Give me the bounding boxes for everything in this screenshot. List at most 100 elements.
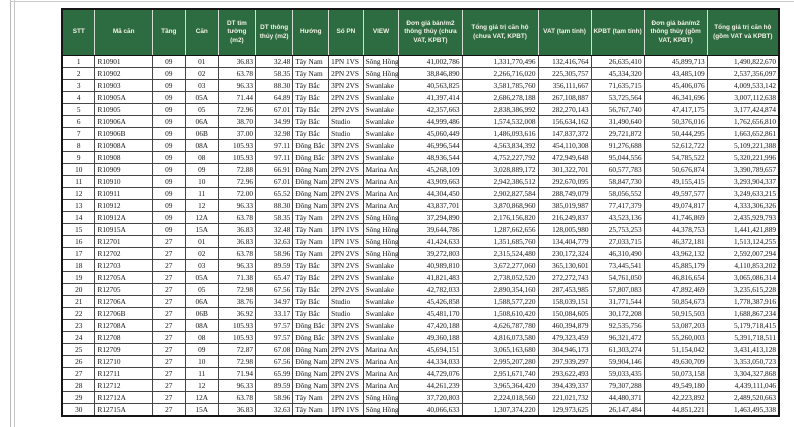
cell-huong: Tây Nam: [292, 211, 330, 224]
cell-dt-thong-thuy: 97.57: [255, 331, 294, 344]
cell-dt-tim-tuong: 63.78: [217, 247, 257, 260]
cell-kpbt-tam-tinh: 29,721,872: [590, 127, 645, 140]
table-row: 27 R12711 27 11 71.94 65.99 Đông Nam 2PN 2VS Mar…: [61, 367, 780, 380]
cell-tang: 27: [151, 331, 186, 344]
cell-huong: Đông Bắc: [292, 331, 330, 344]
cell-don-gia-chua-vat: 39,272,803: [398, 247, 463, 260]
cell-kpbt-tam-tinh: 56,767,740: [590, 103, 645, 116]
cell-dt-thong-thuy: 64.89: [255, 91, 294, 104]
cell-kpbt-tam-tinh: 27,033,715: [590, 235, 645, 248]
cell-vat-tam-tinh: 272,272,743: [537, 271, 592, 284]
cell-stt: 17: [61, 247, 96, 260]
cell-stt: 18: [61, 259, 96, 272]
cell-tang: 09: [151, 175, 186, 188]
cell-kpbt-tam-tinh: 79,307,288: [590, 379, 645, 392]
cell-so-pn: 3PN 2VS: [328, 379, 364, 392]
cell-tong-gia-tri-chua-vat: 2,951,671,740: [461, 367, 539, 380]
cell-tang: 27: [151, 247, 186, 260]
cell-dt-tim-tuong: 96.33: [217, 379, 257, 392]
cell-can: 03: [184, 259, 219, 272]
cell-don-gia-chua-vat: 49,360,188: [398, 331, 463, 344]
table-row: 26 R12710 27 10 72.98 67.56 Đông Nam 2PN 2VS Mar…: [61, 355, 780, 368]
cell-can: 05: [184, 103, 219, 116]
cell-dt-thong-thuy: 58.35: [255, 211, 294, 224]
cell-don-gia-chua-vat: 44,261,239: [398, 379, 463, 392]
cell-don-gia-gom-vat: 49,074,817: [643, 199, 708, 212]
cell-don-gia-gom-vat: 45,406,076: [643, 79, 708, 92]
cell-don-gia-chua-vat: 44,304,450: [398, 187, 463, 200]
cell-tang: 09: [151, 151, 186, 164]
header-row: STT Mã căn Tầng Căn DT tim tường (m2) DT thôn…: [62, 9, 779, 56]
cell-dt-thong-thuy: 65.52: [255, 187, 294, 200]
cell-huong: Tây Nam: [292, 67, 330, 80]
cell-tong-gia-tri-gom-vat: 3,304,327,868: [706, 367, 780, 380]
cell-dt-tim-tuong: 105.93: [217, 331, 257, 344]
cell-tong-gia-tri-gom-vat: 3,235,615,228: [706, 283, 780, 296]
cell-don-gia-gom-vat: 49,549,180: [643, 379, 708, 392]
cell-vat-tam-tinh: 297,939,297: [537, 355, 592, 368]
cell-kpbt-tam-tinh: 30,172,208: [590, 307, 645, 320]
cell-so-pn: 2PN 2VS: [328, 91, 364, 104]
table-row: 21 R12706A 27 06A 38.76 34.97 Tây Bắc Studio Swa…: [61, 295, 780, 308]
cell-don-gia-gom-vat: 47,892,469: [643, 283, 708, 296]
cell-dt-thong-thuy: 97.11: [255, 151, 294, 164]
cell-view: Marina Arc: [362, 367, 400, 380]
cell-huong: Đông Nam: [292, 187, 330, 200]
cell-kpbt-tam-tinh: 31,771,544: [590, 295, 645, 308]
cell-dt-thong-thuy: 88.30: [255, 79, 294, 92]
cell-can: 12A: [184, 391, 219, 404]
cell-ma-can: R12706A: [94, 295, 153, 308]
cell-view: Sông Hồng: [362, 55, 400, 68]
cell-tong-gia-tri-chua-vat: 4,563,834,392: [461, 139, 539, 152]
table-row: 8 R10908A 09 08A 105.93 97.11 Đông Bắc 3PN 2VS S…: [61, 139, 780, 152]
cell-tong-gia-tri-chua-vat: 3,965,364,420: [461, 379, 539, 392]
cell-can: 15A: [184, 403, 219, 417]
cell-ma-can: R10905: [94, 103, 153, 116]
cell-so-pn: 2PN 2VS: [328, 67, 364, 80]
cell-can: 09: [184, 343, 219, 356]
cell-stt: 2: [61, 67, 96, 80]
cell-view: Swanlake: [362, 319, 400, 332]
table-row: 11 R10910 09 10 72.96 67.01 Đông Nam 2PN 2VS Mar…: [61, 175, 780, 188]
table-body: 1 R10901 09 01 36.83 32.48 Tây Nam 1PN 1VS Sông …: [61, 55, 780, 417]
cell-ma-can: R10901: [94, 55, 153, 68]
cell-ma-can: R12712: [94, 379, 153, 392]
cell-so-pn: 2PN 2VS: [328, 247, 364, 260]
col-header-dt-tim-tuong: DT tim tường (m2): [217, 9, 257, 56]
cell-so-pn: 2PN 2VS: [328, 283, 364, 296]
cell-don-gia-chua-vat: 40,066,633: [398, 403, 463, 417]
cell-don-gia-chua-vat: 48,936,544: [398, 151, 463, 164]
cell-dt-thong-thuy: 32.98: [255, 127, 294, 140]
cell-kpbt-tam-tinh: 57,807,083: [590, 283, 645, 296]
cell-tang: 27: [151, 379, 186, 392]
cell-don-gia-gom-vat: 41,746,869: [643, 211, 708, 224]
cell-dt-thong-thuy: 88.30: [255, 199, 294, 212]
cell-tong-gia-tri-chua-vat: 3,581,785,760: [461, 79, 539, 92]
cell-so-pn: Studio: [328, 307, 364, 320]
cell-don-gia-gom-vat: 43,962,132: [643, 247, 708, 260]
cell-tong-gia-tri-chua-vat: 1,588,577,220: [461, 295, 539, 308]
cell-ma-can: R12708A: [94, 319, 153, 332]
cell-so-pn: 3PN 2VS: [328, 259, 364, 272]
cell-ma-can: R10906B: [94, 127, 153, 140]
cell-stt: 29: [61, 391, 96, 404]
cell-don-gia-gom-vat: 50,915,503: [643, 307, 708, 320]
cell-dt-thong-thuy: 32.48: [255, 55, 294, 68]
cell-huong: Đông Bắc: [292, 151, 330, 164]
cell-dt-thong-thuy: 58.35: [255, 67, 294, 80]
col-header-dt-thong-thuy: DT thông thủy (m2): [255, 9, 294, 56]
cell-kpbt-tam-tinh: 92,535,756: [590, 319, 645, 332]
cell-so-pn: 1PN 1VS: [328, 235, 364, 248]
cell-view: Marina Arc: [362, 187, 400, 200]
cell-stt: 22: [61, 307, 96, 320]
cell-dt-thong-thuy: 32.48: [255, 223, 294, 236]
cell-dt-tim-tuong: 71.94: [217, 367, 257, 380]
cell-tong-gia-tri-chua-vat: 2,890,354,160: [461, 283, 539, 296]
cell-can: 08: [184, 151, 219, 164]
cell-dt-tim-tuong: 36.83: [217, 223, 257, 236]
cell-tong-gia-tri-gom-vat: 4,110,853,202: [706, 259, 780, 272]
cell-huong: Tây Bắc: [292, 295, 330, 308]
cell-dt-thong-thuy: 58.96: [255, 247, 294, 260]
cell-ma-can: R12709: [94, 343, 153, 356]
cell-huong: Tây Bắc: [292, 91, 330, 104]
